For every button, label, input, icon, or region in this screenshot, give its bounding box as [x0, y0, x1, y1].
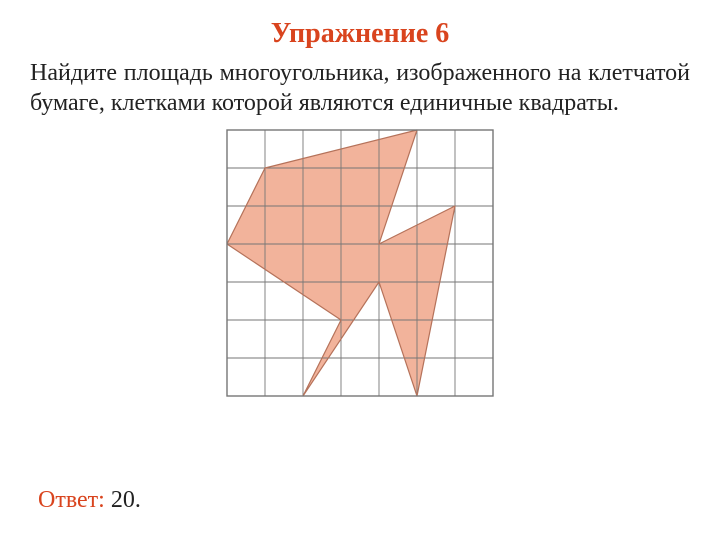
answer-label: Ответ: — [38, 487, 105, 513]
grid-polygon-figure — [225, 128, 495, 398]
answer-line: Ответ: 20. — [38, 487, 141, 514]
problem-statement: Найдите площадь многоугольника, изображе… — [30, 58, 690, 118]
figure-container — [30, 128, 690, 398]
answer-value: 20. — [105, 487, 141, 513]
exercise-title: Упражнение 6 — [30, 18, 690, 50]
